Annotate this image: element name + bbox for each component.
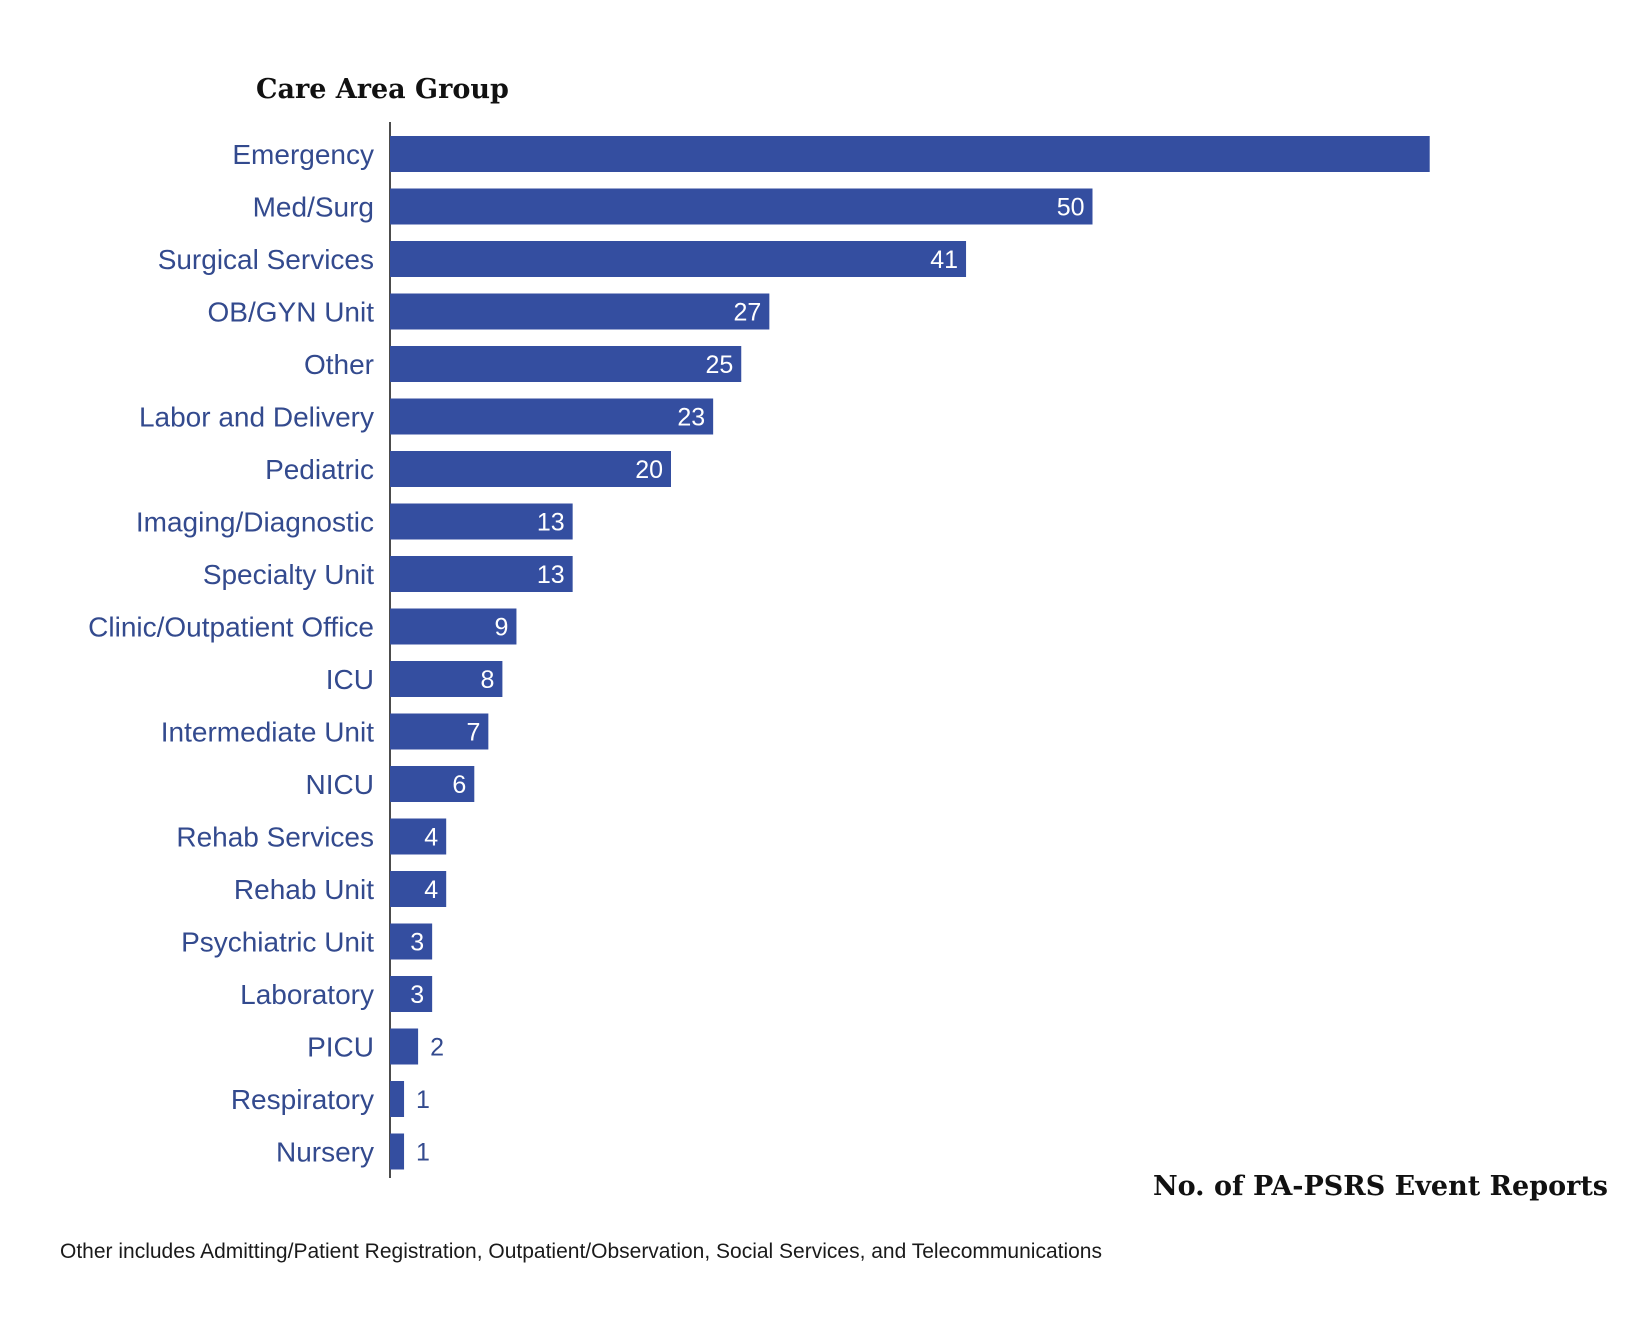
category-label: Pediatric	[265, 454, 374, 485]
category-label: ICU	[326, 664, 374, 695]
bar-other	[390, 346, 742, 382]
category-label: Labor and Delivery	[139, 402, 374, 433]
bar-labor-and-delivery	[390, 398, 714, 435]
value-label: 13	[537, 561, 565, 589]
bar-psychiatric-unit	[390, 923, 433, 960]
bar-surgical-services	[390, 241, 967, 277]
bar-imaging-diagnostic	[390, 503, 573, 540]
value-label: 4	[424, 876, 438, 904]
value-label: 2	[430, 1034, 444, 1062]
category-label: Specialty Unit	[203, 559, 374, 590]
category-label: Emergency	[232, 139, 374, 170]
value-label: 3	[410, 981, 424, 1009]
category-label: Rehab Unit	[234, 874, 374, 905]
x-axis-title: No. of PA-PSRS Event Reports	[1153, 1171, 1608, 1202]
category-label: Laboratory	[240, 979, 374, 1010]
category-label: Imaging/Diagnostic	[136, 507, 374, 538]
category-label: Intermediate Unit	[161, 717, 374, 748]
bar-ob-gyn-unit	[390, 293, 770, 330]
value-label: 13	[537, 509, 565, 537]
value-label: 3	[410, 929, 424, 957]
footnote: Other includes Admitting/Patient Registr…	[60, 1240, 1102, 1263]
value-label: 6	[452, 771, 466, 799]
value-label: 27	[734, 299, 762, 327]
category-label: NICU	[306, 769, 374, 800]
category-label: Rehab Services	[176, 822, 374, 853]
bar-picu	[390, 1028, 419, 1065]
bar-icu	[390, 661, 503, 697]
bar-laboratory	[390, 976, 433, 1012]
value-label: 50	[1057, 194, 1085, 222]
value-label: 23	[677, 404, 705, 432]
y-axis-title: Care Area Group	[256, 74, 509, 105]
bar-specialty-unit	[390, 556, 573, 592]
category-label: Surgical Services	[158, 244, 374, 275]
value-label: 41	[930, 246, 958, 274]
bar-nicu	[390, 766, 475, 802]
category-label: Nursery	[276, 1137, 374, 1168]
bar-clinic-outpatient-office	[390, 608, 517, 645]
bar-rehab-unit	[390, 871, 447, 907]
value-label: 4	[424, 824, 438, 852]
category-label: Respiratory	[231, 1084, 374, 1115]
value-label: 20	[635, 456, 663, 484]
bar-respiratory	[390, 1081, 405, 1117]
bar-nursery	[390, 1133, 405, 1170]
bar-emergency	[390, 136, 1430, 172]
bar-pediatric	[390, 451, 671, 487]
value-label: 1	[416, 1139, 430, 1167]
value-label: 25	[705, 351, 733, 379]
value-label: 9	[495, 614, 509, 642]
bar-rehab-services	[390, 818, 447, 855]
bar-med-surg	[390, 188, 1093, 225]
category-label: Med/Surg	[253, 192, 374, 223]
category-label: PICU	[307, 1032, 374, 1063]
bar-intermediate-unit	[390, 713, 489, 750]
value-label: 1	[416, 1086, 430, 1114]
value-label: 8	[480, 666, 494, 694]
category-label: Other	[304, 349, 374, 380]
value-label: 7	[466, 719, 480, 747]
category-label: Psychiatric Unit	[181, 927, 374, 958]
category-label: OB/GYN Unit	[208, 297, 375, 328]
category-label: Clinic/Outpatient Office	[88, 612, 374, 643]
